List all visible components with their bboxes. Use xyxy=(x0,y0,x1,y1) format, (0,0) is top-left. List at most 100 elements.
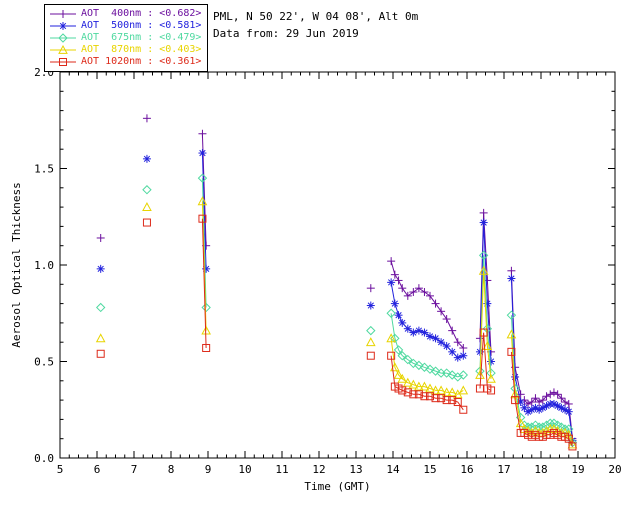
asterisk-marker xyxy=(453,353,462,362)
plus-marker xyxy=(557,394,566,403)
diamond-marker xyxy=(201,302,211,313)
asterisk-marker xyxy=(431,334,440,343)
plus-marker xyxy=(459,343,468,352)
x-tick-label: 7 xyxy=(131,463,138,476)
plus-marker xyxy=(426,291,434,300)
series-aot-675nm xyxy=(95,173,578,448)
triangle-marker xyxy=(414,381,424,391)
asterisk-marker xyxy=(459,351,468,360)
y-axis: 0.00.51.01.52.0 xyxy=(34,66,615,465)
plus-marker xyxy=(387,257,396,266)
square-marker xyxy=(198,214,207,223)
asterisk-marker xyxy=(198,149,207,158)
asterisk-marker xyxy=(96,264,105,273)
diamond-marker xyxy=(386,308,396,318)
plus-marker xyxy=(142,114,151,123)
triangle-marker xyxy=(397,373,408,383)
asterisk-marker xyxy=(414,326,423,335)
asterisk-marker xyxy=(420,328,429,337)
station-info: PML, N 50 22', W 04 08', Alt 0m xyxy=(213,10,419,23)
plus-marker xyxy=(198,129,207,138)
x-tick-label: 9 xyxy=(205,463,212,476)
triangle-marker xyxy=(482,341,493,350)
plus-marker xyxy=(448,326,457,335)
diamond-marker xyxy=(441,368,452,378)
square-marker xyxy=(398,386,407,395)
x-tick-label: 10 xyxy=(238,463,251,476)
square-marker xyxy=(414,390,423,399)
x-tick-label: 12 xyxy=(312,463,325,476)
triangle-marker xyxy=(365,337,376,347)
x-tick-label: 11 xyxy=(275,463,288,476)
square-marker xyxy=(403,388,412,397)
triangle-marker xyxy=(458,385,469,395)
legend-label: AOT 1020nm : <0.361> xyxy=(81,56,202,67)
asterisk-marker xyxy=(366,301,375,310)
asterisk-marker xyxy=(564,407,573,416)
x-tick-label: 8 xyxy=(168,463,175,476)
legend-label: AOT 500nm : <0.581> xyxy=(81,20,202,31)
legend-sample-line xyxy=(50,22,76,30)
legend-label: AOT 675nm : <0.479> xyxy=(81,32,202,43)
square-marker xyxy=(420,392,429,401)
plus-marker xyxy=(507,266,516,275)
legend-label: AOT 400nm : <0.682> xyxy=(81,8,202,19)
x-tick-label: 13 xyxy=(349,463,362,476)
asterisk-marker xyxy=(479,218,488,227)
asterisk-marker xyxy=(142,154,151,163)
plus-marker xyxy=(479,208,488,217)
plus-marker xyxy=(520,396,529,405)
legend-sample-line xyxy=(50,10,76,18)
diamond-marker xyxy=(458,370,469,380)
plus-marker xyxy=(409,288,418,297)
square-marker xyxy=(409,390,418,399)
triangle-marker xyxy=(402,377,413,387)
series-aot-870nm xyxy=(95,196,578,449)
square-marker xyxy=(437,394,446,403)
series-aot-400nm xyxy=(96,114,577,443)
triangle-marker xyxy=(408,379,419,389)
diamond-marker xyxy=(403,354,413,365)
y-axis-label: Aerosol Optical Thickness xyxy=(10,182,23,348)
x-tick-label: 19 xyxy=(571,463,584,476)
triangle-marker xyxy=(425,383,435,393)
legend-item: AOT 870nm : <0.403> xyxy=(49,44,201,56)
triangle-marker xyxy=(58,45,68,54)
diamond-marker xyxy=(425,364,435,374)
diamond-marker xyxy=(197,173,208,183)
diamond-marker xyxy=(393,345,404,355)
asterisk-marker xyxy=(394,311,403,320)
plus-marker xyxy=(437,307,446,316)
square-marker xyxy=(142,218,151,227)
triangle-marker xyxy=(486,373,496,383)
y-tick-label: 1.0 xyxy=(34,259,54,272)
diamond-marker xyxy=(447,370,457,380)
diamond-marker xyxy=(430,366,441,376)
legend-label: AOT 870nm : <0.403> xyxy=(81,44,202,55)
x-tick-label: 17 xyxy=(497,463,510,476)
asterisk-marker xyxy=(390,299,399,308)
diamond-marker xyxy=(397,351,407,361)
triangle-marker xyxy=(567,439,578,449)
square-marker xyxy=(96,349,105,358)
x-tick-label: 16 xyxy=(460,463,473,476)
plus-marker xyxy=(538,396,547,405)
y-tick-label: 0.5 xyxy=(34,356,54,369)
diamond-marker xyxy=(366,325,376,336)
legend-item: AOT 1020nm : <0.361> xyxy=(49,56,201,68)
diamond-marker xyxy=(478,250,489,261)
square-marker xyxy=(426,392,434,401)
series-aot-500nm xyxy=(96,149,577,445)
plus-marker xyxy=(531,394,540,403)
legend-sample-line xyxy=(50,45,76,54)
triangle-marker xyxy=(475,369,485,379)
square-marker xyxy=(431,394,440,403)
x-axis: 5 6 7 8 9 10 11 12 13 14 15 16 17 18 19 20 xyxy=(57,72,622,476)
plus-marker xyxy=(516,390,525,399)
plus-marker xyxy=(366,284,375,293)
series-aot-1020nm xyxy=(96,214,577,451)
diamond-marker xyxy=(414,360,424,371)
plus-marker xyxy=(527,398,536,407)
plus-marker xyxy=(59,10,67,18)
plus-marker xyxy=(542,392,551,401)
